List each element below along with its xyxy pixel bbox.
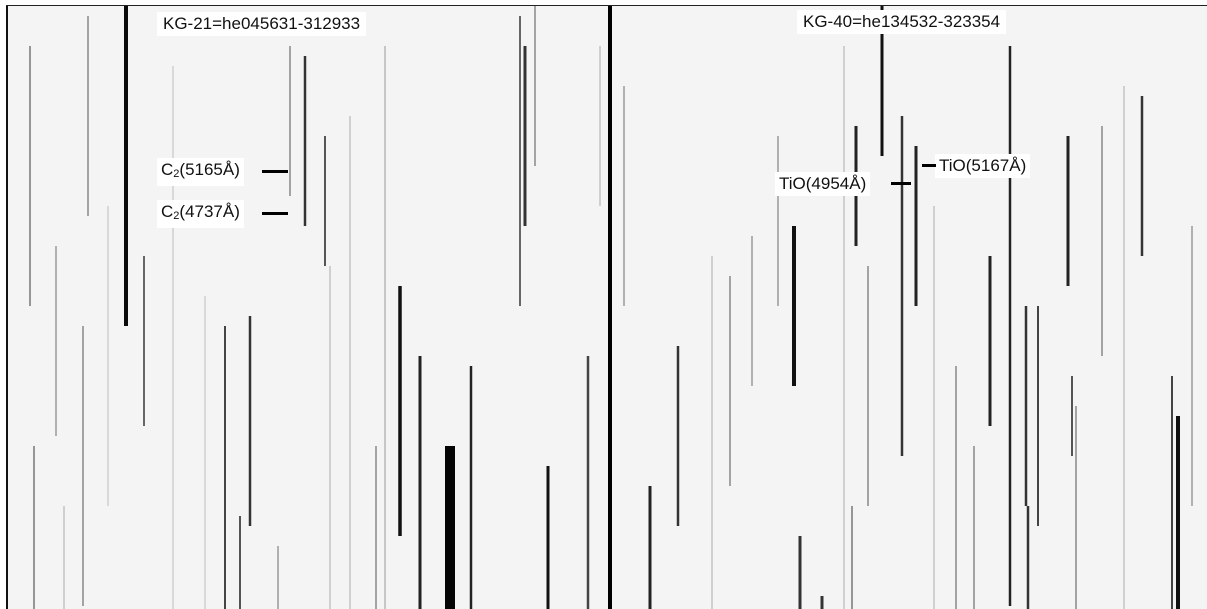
c2-5165-marker — [262, 170, 288, 173]
c2-4737-wavelength: (4737Å) — [179, 202, 240, 221]
c2-5165-wavelength: (5165Å) — [179, 160, 240, 179]
c2-4737-species: C — [161, 202, 174, 221]
c2-5165-label: C2(5165Å) — [157, 158, 244, 186]
spectrum-panel-left — [8, 6, 608, 609]
spectrum-image-left — [29, 6, 601, 609]
left-edge — [6, 6, 8, 609]
tio-5167-wavelength: (5167Å) — [965, 156, 1027, 175]
c2-5165-species: C — [161, 160, 174, 179]
tio-5167-species: TiO — [939, 156, 966, 175]
panel-divider — [608, 6, 612, 609]
right-title-label: KG-40=he134532-323354 — [797, 10, 1007, 34]
tio-4954-marker — [891, 182, 911, 185]
c2-4737-marker — [262, 212, 288, 215]
tio-4954-species: TiO — [779, 174, 806, 193]
tio-4954-wavelength: (4954Å) — [805, 174, 867, 193]
c2-5165-subscript: 2 — [173, 168, 180, 180]
spectrum-image-right — [623, 6, 1193, 609]
tio-5167-marker — [922, 164, 936, 167]
left-title-label: KG-21=he045631-312933 — [157, 12, 367, 36]
tio-4954-label: TiO(4954Å) — [775, 172, 871, 196]
c2-4737-label: C2(4737Å) — [157, 200, 244, 228]
c2-4737-subscript: 2 — [173, 210, 180, 222]
top-edge — [6, 5, 1207, 6]
spectrum-panel-right — [612, 6, 1207, 609]
tio-5167-label: TiO(5167Å) — [935, 154, 1031, 178]
